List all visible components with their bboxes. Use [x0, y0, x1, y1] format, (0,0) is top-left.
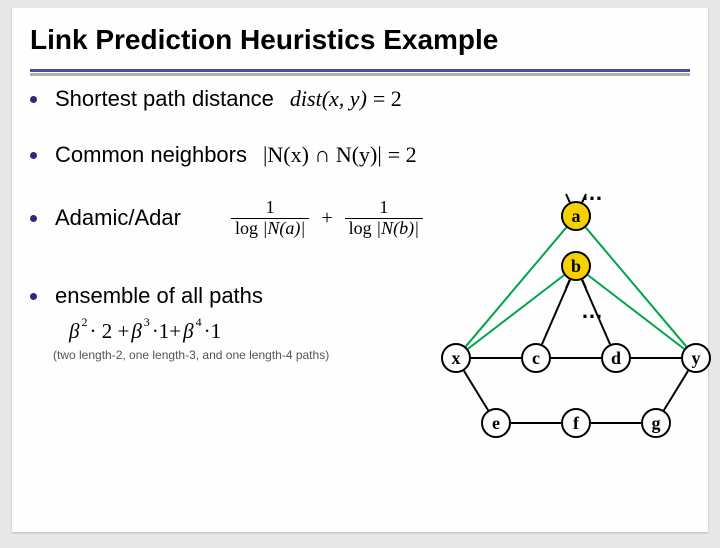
sup4: 4 [196, 315, 202, 330]
ensemble-expr: β2 · 2 + β3 ·1+ β4 ·1 [69, 319, 329, 344]
beta1: β [69, 319, 79, 344]
t1: · 2 + [89, 319, 129, 344]
node-f: f [561, 408, 591, 438]
common-rhs: = 2 [388, 142, 417, 168]
common-expr: |N(x) ∩ N(y)| = 2 [263, 142, 417, 168]
adamic-label: Adamic/Adar [55, 205, 181, 231]
bullet-icon [30, 96, 37, 103]
slide: Link Prediction Heuristics Example Short… [12, 8, 708, 532]
slide-title: Link Prediction Heuristics Example [30, 24, 498, 56]
den1-body: |N(a)| [258, 218, 305, 238]
t2: ·1+ [152, 319, 181, 344]
sup2: 2 [81, 315, 87, 330]
edge-g-y [664, 371, 688, 410]
shortest-label: Shortest path distance [55, 86, 274, 112]
stub-edge [566, 194, 570, 202]
ellipsis: … [581, 298, 603, 324]
frac2-num: 1 [375, 198, 392, 218]
node-y: y [681, 343, 711, 373]
t3: ·1 [204, 319, 222, 344]
node-g: g [641, 408, 671, 438]
node-b: b [561, 251, 591, 281]
log2: log [349, 218, 372, 238]
frac1-den: log |N(a)| [231, 219, 309, 239]
title-rule-secondary [30, 73, 690, 76]
item-shortest-path: Shortest path distance dist(x, y) = 2 [30, 86, 690, 112]
item-common-neighbors: Common neighbors |N(x) ∩ N(y)| = 2 [30, 142, 690, 168]
ensemble-label: ensemble of all paths [55, 283, 329, 309]
edge-x-e [464, 371, 488, 410]
frac1-num: 1 [262, 198, 279, 218]
common-label: Common neighbors [55, 142, 247, 168]
frac-1: 1 log |N(a)| [231, 198, 309, 239]
edge-a-y [586, 227, 687, 346]
bullet-icon [30, 215, 37, 222]
bullet-icon [30, 293, 37, 300]
log1: log [235, 218, 258, 238]
node-e: e [481, 408, 511, 438]
ensemble-caption: (two length-2, one length-3, and one len… [53, 348, 329, 362]
node-x: x [441, 343, 471, 373]
title-rule-primary [30, 69, 690, 72]
adamic-expr: 1 log |N(a)| + 1 log |N(b)| [227, 198, 427, 239]
plus-sign: + [321, 207, 332, 230]
sup3: 3 [144, 315, 150, 330]
bullet-icon [30, 152, 37, 159]
beta2: β [131, 319, 141, 344]
node-c: c [521, 343, 551, 373]
node-d: d [601, 343, 631, 373]
shortest-expr: dist(x, y) = 2 [290, 86, 402, 112]
shortest-lhs: dist(x, y) [290, 86, 367, 112]
edge-x-a [466, 227, 567, 346]
common-lhs: |N(x) ∩ N(y)| [263, 142, 382, 168]
ellipsis: … [581, 180, 603, 206]
graph-diagram: abxcdyefg…… [406, 168, 716, 468]
beta3: β [183, 319, 193, 344]
ensemble-block: ensemble of all paths β2 · 2 + β3 ·1+ β4… [55, 283, 329, 362]
shortest-rhs: = 2 [373, 86, 402, 112]
